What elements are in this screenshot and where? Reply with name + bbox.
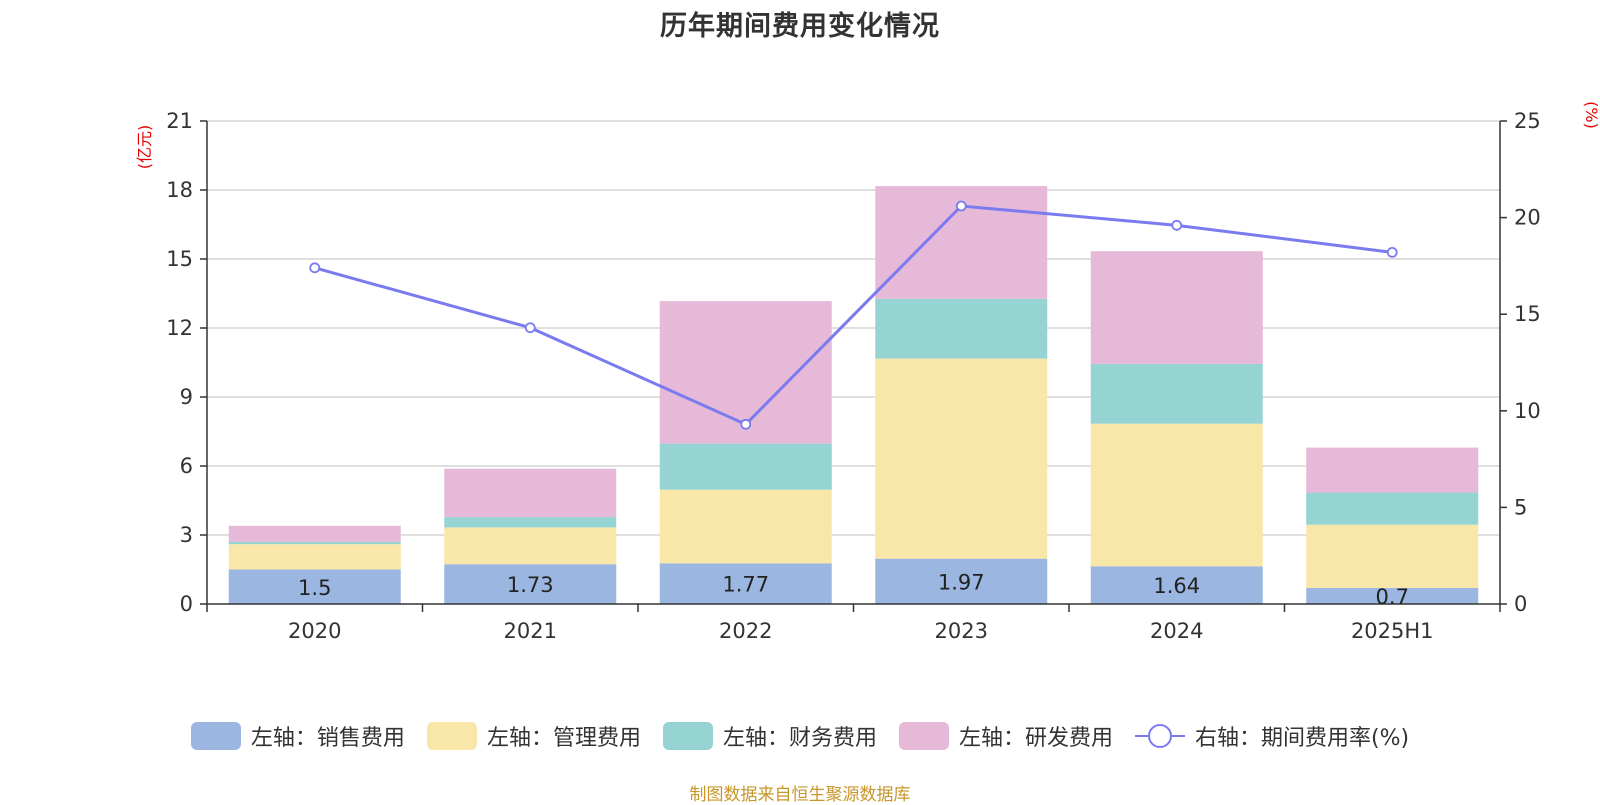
- legend-swatch: [190, 722, 241, 750]
- bar-finance: [1090, 363, 1263, 424]
- bar-rnd: [1306, 447, 1479, 493]
- rate-point: [1386, 246, 1398, 258]
- right-axis-unit: (%): [1582, 101, 1600, 129]
- rate-point: [955, 200, 967, 212]
- rate-point: [1171, 219, 1183, 231]
- bar-sales: [659, 563, 832, 604]
- bar-finance: [228, 541, 401, 545]
- legend-item-admin[interactable]: 左轴：管理费用: [426, 720, 641, 752]
- rate-line: [314, 204, 1393, 427]
- bar-rnd: [444, 468, 617, 518]
- left-axis-tick-label: 12: [166, 316, 193, 340]
- legend-label: 左轴：研发费用: [958, 726, 1113, 751]
- bar-finance: [875, 298, 1048, 359]
- legend-swatch: [426, 722, 477, 750]
- bar-finance: [444, 517, 617, 528]
- rate-line-series: [309, 200, 1398, 430]
- left-axis-tick-label: 9: [180, 385, 193, 409]
- legend: 左轴：销售费用 左轴：管理费用 左轴：财务费用 左轴：研发费用 右轴：期间费用率(%): [0, 720, 1600, 752]
- bar-sales: [1090, 566, 1263, 604]
- x-axis-tick-label: 2025H1: [1351, 619, 1434, 643]
- rate-point: [524, 322, 536, 334]
- bar-admin: [228, 544, 401, 570]
- source-note: 制图数据来自恒生聚源数据库: [689, 785, 911, 805]
- legend-label: 右轴：期间费用率(%): [1194, 726, 1410, 751]
- sales-value-label: 0.7: [1376, 585, 1409, 609]
- legend-label: 左轴：销售费用: [250, 726, 405, 751]
- right-axis-tick-label: 5: [1514, 495, 1527, 519]
- x-axis-tick-label: 2024: [1150, 619, 1203, 643]
- chart-title: 历年期间费用变化情况: [660, 11, 940, 42]
- legend-swatch: [662, 722, 713, 750]
- x-axis-tick-label: 2022: [719, 619, 772, 643]
- sales-value-label: 1.73: [507, 573, 554, 597]
- right-axis-tick-label: 10: [1514, 399, 1541, 423]
- legend-item-sales[interactable]: 左轴：销售费用: [190, 720, 405, 752]
- left-axis-tick-label: 0: [180, 592, 193, 616]
- bar-rnd: [228, 525, 401, 542]
- rate-point: [309, 262, 321, 274]
- sales-value-label: 1.97: [938, 570, 985, 594]
- left-axis-unit: (亿元): [135, 125, 154, 170]
- bar-admin: [444, 527, 617, 565]
- bar-finance: [659, 443, 832, 490]
- right-axis-tick-label: 0: [1514, 592, 1527, 616]
- bar-admin: [1090, 423, 1263, 567]
- right-axis-tick-label: 20: [1514, 206, 1541, 230]
- left-axis-tick-label: 6: [180, 454, 193, 478]
- sales-value-label: 1.64: [1153, 574, 1200, 598]
- legend-line-marker: [1134, 722, 1185, 750]
- bar-sales: [444, 564, 617, 604]
- axes: 0 3 6 9 12 15 18 21 0 5 10 15 20 25 2020 2021 2022 2023 20…: [135, 101, 1600, 643]
- legend-label: 左轴：管理费用: [486, 726, 641, 751]
- sales-value-label: 1.5: [298, 576, 331, 600]
- left-axis-tick-label: 3: [180, 523, 193, 547]
- legend-swatch: [898, 722, 949, 750]
- bar-series: [228, 186, 1479, 604]
- grid-lines: [207, 120, 1500, 536]
- bar-rnd: [1090, 251, 1263, 364]
- right-axis-tick-label: 15: [1514, 302, 1541, 326]
- rate-point: [740, 418, 752, 430]
- left-axis-tick-label: 21: [166, 109, 193, 133]
- bar-admin: [875, 358, 1048, 559]
- bar-sales: [1306, 587, 1479, 604]
- legend-item-rnd[interactable]: 左轴：研发费用: [898, 720, 1113, 752]
- bar-sales: [875, 558, 1048, 604]
- left-axis-tick-label: 18: [166, 178, 193, 202]
- legend-item-finance[interactable]: 左轴：财务费用: [662, 720, 877, 752]
- bar-finance: [1306, 492, 1479, 525]
- legend-label: 左轴：财务费用: [722, 726, 877, 751]
- bar-sales: [228, 569, 401, 604]
- x-axis-tick-label: 2021: [504, 619, 557, 643]
- bar-admin: [1306, 524, 1479, 588]
- x-axis-tick-label: 2020: [288, 619, 341, 643]
- right-axis-tick-label: 25: [1514, 109, 1541, 133]
- legend-item-rate[interactable]: 右轴：期间费用率(%): [1134, 720, 1410, 752]
- bar-admin: [659, 489, 832, 564]
- sales-value-label: 1.77: [722, 573, 769, 597]
- x-axis-tick-label: 2023: [935, 619, 988, 643]
- left-axis-tick-label: 15: [166, 247, 193, 271]
- chart-canvas: 0 3 6 9 12 15 18 21 0 5 10 15 20 25 2020 2021 2022 2023 20…: [135, 101, 1600, 643]
- data-labels: 1.5 1.73 1.77 1.97 1.64 0.7: [298, 570, 1409, 609]
